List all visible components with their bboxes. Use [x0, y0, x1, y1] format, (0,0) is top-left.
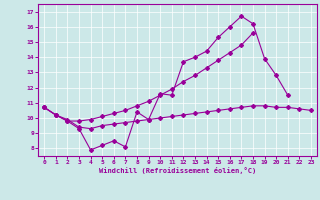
- X-axis label: Windchill (Refroidissement éolien,°C): Windchill (Refroidissement éolien,°C): [99, 167, 256, 174]
